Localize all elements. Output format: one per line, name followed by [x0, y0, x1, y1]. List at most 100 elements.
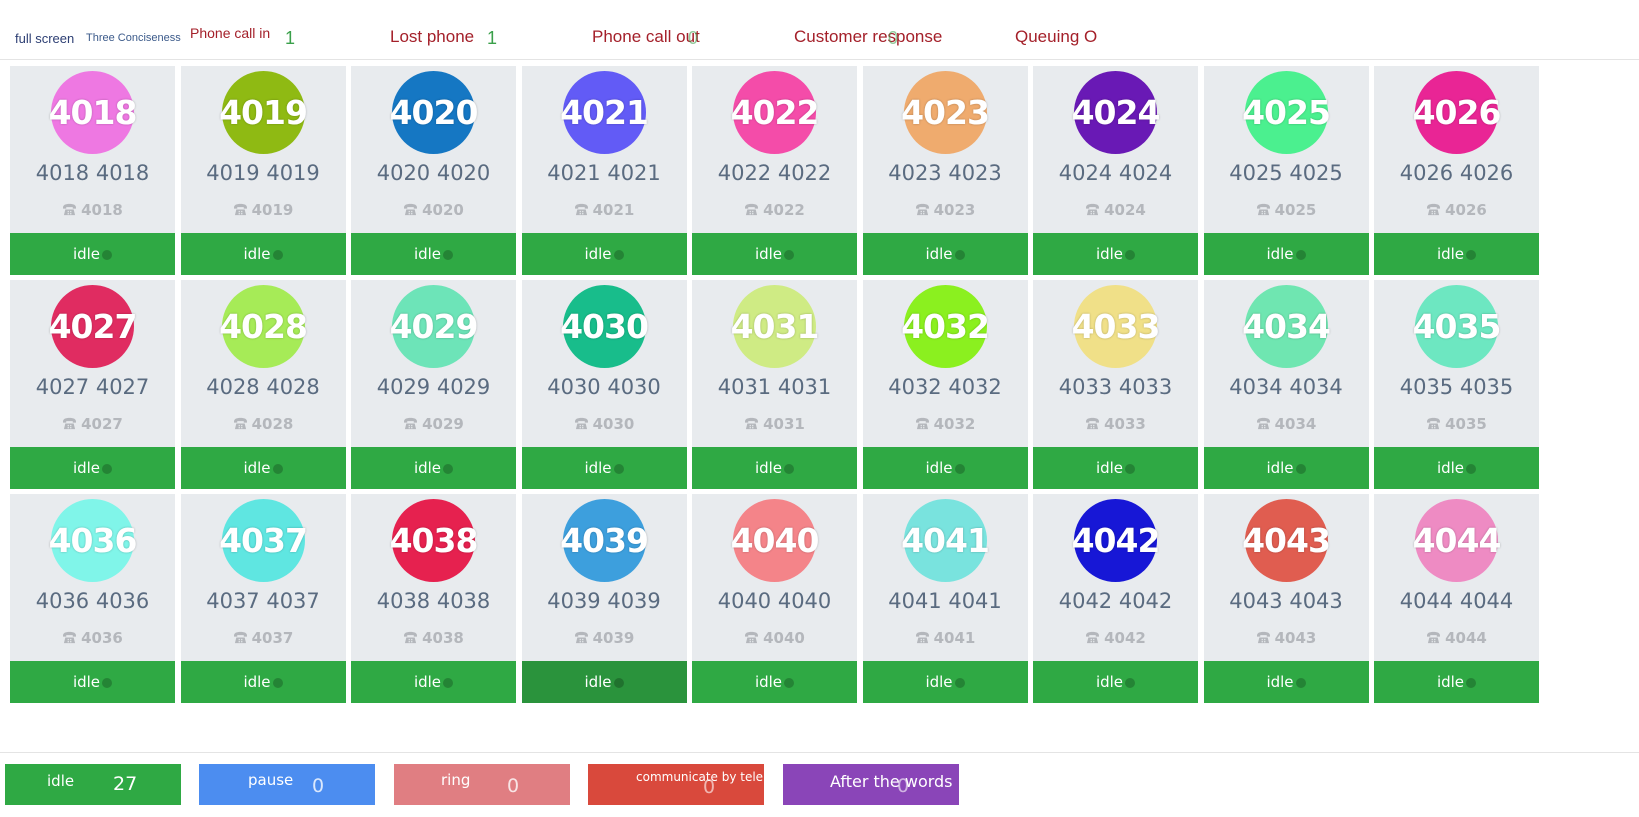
agent-status-button[interactable]: idle	[862, 233, 1028, 275]
agent-card[interactable]: 4036 4036 4036 4036 idle	[10, 494, 175, 703]
status-label: idle	[243, 245, 271, 263]
agent-name: 4030 4030	[547, 375, 661, 399]
agent-extension: 4021	[522, 201, 687, 219]
agent-status-button[interactable]: idle	[180, 661, 346, 703]
agent-status-button[interactable]: idle	[521, 447, 687, 489]
agent-avatar: 4044	[1413, 499, 1501, 582]
legend-pause[interactable]: pause 0	[199, 764, 375, 805]
status-dot-icon	[272, 678, 283, 688]
agent-card[interactable]: 4037 4037 4037 4037 idle	[180, 494, 346, 703]
agent-name: 4021 4021	[547, 161, 661, 185]
agent-extension: 4022	[692, 201, 857, 219]
agent-status-button[interactable]: idle	[1203, 233, 1369, 275]
agent-card[interactable]: 4025 4025 4025 4025 idle	[1203, 66, 1369, 275]
agent-status-button[interactable]: idle	[862, 661, 1028, 703]
agent-name: 4042 4042	[1058, 589, 1173, 613]
agent-name: 4033 4033	[1058, 375, 1173, 399]
agent-status-button[interactable]: idle	[862, 447, 1028, 489]
legend-ring[interactable]: ring 0	[394, 764, 570, 805]
status-label: idle	[413, 459, 442, 477]
agent-card[interactable]: 4023 4023 4023 4023 idle	[862, 66, 1028, 275]
agent-card[interactable]: 4031 4031 4031 4031 idle	[692, 280, 857, 489]
status-dot-icon	[102, 678, 113, 688]
agent-status-button[interactable]: idle	[1203, 661, 1369, 703]
agent-avatar: 4031	[731, 285, 819, 368]
extension-number: 4035	[1445, 415, 1487, 433]
agent-card[interactable]: 4042 4042 4042 4042 idle	[1033, 494, 1198, 703]
extension-number: 4033	[1104, 415, 1146, 433]
agent-extension: 4041	[863, 629, 1028, 647]
three-conciseness-link[interactable]: Three Conciseness	[86, 32, 181, 44]
agent-status-button[interactable]: idle	[351, 447, 516, 489]
agent-card[interactable]: 4028 4028 4028 4028 idle	[180, 280, 346, 489]
agent-card[interactable]: 4030 4030 4030 4030 idle	[521, 280, 687, 489]
agent-avatar: 4043	[1242, 499, 1331, 582]
status-label: idle	[1095, 673, 1124, 691]
status-dot-icon	[613, 464, 624, 474]
agent-card[interactable]: 4043 4043 4043 4043 idle	[1203, 494, 1369, 703]
agent-status-button[interactable]: idle	[692, 233, 857, 275]
agent-card[interactable]: 4029 4029 4029 4029 idle	[351, 280, 516, 489]
agent-card[interactable]: 4033 4033 4033 4033 idle	[1033, 280, 1198, 489]
agent-status-button[interactable]: idle	[1033, 447, 1198, 489]
status-label: idle	[1266, 673, 1294, 691]
agent-extension: 4035	[1374, 415, 1539, 433]
agent-card[interactable]: 4034 4034 4034 4034 idle	[1203, 280, 1369, 489]
phone-icon	[745, 417, 759, 430]
stat-label: Phone call in	[190, 25, 271, 41]
agent-card[interactable]: 4038 4038 4038 4038 idle	[351, 494, 516, 703]
agent-status-button[interactable]: idle	[10, 447, 175, 489]
legend-idle[interactable]: idle 27	[5, 764, 181, 805]
agent-status-button[interactable]: idle	[351, 233, 516, 275]
agent-status-button[interactable]: idle	[1374, 661, 1539, 703]
agent-status-button[interactable]: idle	[521, 661, 687, 703]
agent-card[interactable]: 4044 4044 4044 4044 idle	[1374, 494, 1539, 703]
agent-extension: 4027	[10, 415, 175, 433]
agent-name: 4044 4044	[1399, 589, 1514, 613]
extension-number: 4025	[1274, 201, 1317, 219]
agent-card[interactable]: 4019 4019 4019 4019 idle	[180, 66, 346, 275]
agent-card[interactable]: 4039 4039 4039 4039 idle	[521, 494, 687, 703]
agent-name: 4027 4027	[35, 375, 150, 399]
agent-card[interactable]: 4026 4026 4026 4026 idle	[1374, 66, 1539, 275]
agent-status-button[interactable]: idle	[1203, 447, 1369, 489]
agent-name: 4035 4035	[1399, 375, 1514, 399]
agent-status-button[interactable]: idle	[1033, 661, 1198, 703]
phone-icon	[404, 631, 418, 644]
agent-extension: 4024	[1033, 201, 1198, 219]
agent-card[interactable]: 4035 4035 4035 4035 idle	[1374, 280, 1539, 489]
agent-status-button[interactable]: idle	[1374, 233, 1539, 275]
agent-extension: 4039	[522, 629, 687, 647]
status-label: idle	[925, 673, 953, 691]
agent-card[interactable]: 4032 4032 4032 4032 idle	[862, 280, 1028, 489]
status-dot-icon	[1295, 464, 1306, 474]
agent-status-button[interactable]: idle	[692, 447, 857, 489]
extension-number: 4020	[422, 201, 464, 219]
status-dot-icon	[1466, 678, 1477, 688]
legend-count: 0	[507, 775, 520, 797]
agent-status-button[interactable]: idle	[180, 447, 346, 489]
legend-communicate[interactable]: 0 communicate by telephone	[588, 764, 801, 805]
status-dot-icon	[784, 678, 795, 688]
agent-card[interactable]: 4027 4027 4027 4027 idle	[10, 280, 175, 489]
agent-card[interactable]: 4020 4020 4020 4020 idle	[351, 66, 516, 275]
full-screen-link[interactable]: full screen	[15, 31, 75, 46]
agent-status-button[interactable]: idle	[521, 233, 687, 275]
agent-status-button[interactable]: idle	[1033, 233, 1198, 275]
agent-card[interactable]: 4018 4018 4018 4018 idle	[10, 66, 175, 275]
agent-card[interactable]: 4021 4021 4021 4021 idle	[521, 66, 687, 275]
agent-status-button[interactable]: idle	[1374, 447, 1539, 489]
agent-status-button[interactable]: idle	[351, 661, 516, 703]
agent-avatar: 4036	[49, 499, 137, 582]
agent-status-button[interactable]: idle	[10, 233, 175, 275]
phone-icon	[745, 203, 759, 216]
legend-after-words[interactable]: 0 After the words	[783, 764, 959, 805]
agent-card[interactable]: 4022 4022 4022 4022 idle	[692, 66, 857, 275]
agent-status-button[interactable]: idle	[10, 661, 175, 703]
agent-card[interactable]: 4024 4024 4024 4024 idle	[1033, 66, 1198, 275]
agent-status-button[interactable]: idle	[692, 661, 857, 703]
agent-card[interactable]: 4040 4040 4040 4040 idle	[692, 494, 857, 703]
agent-card[interactable]: 4041 4041 4041 4041 idle	[862, 494, 1028, 703]
status-label: idle	[1436, 673, 1465, 691]
agent-status-button[interactable]: idle	[180, 233, 346, 275]
